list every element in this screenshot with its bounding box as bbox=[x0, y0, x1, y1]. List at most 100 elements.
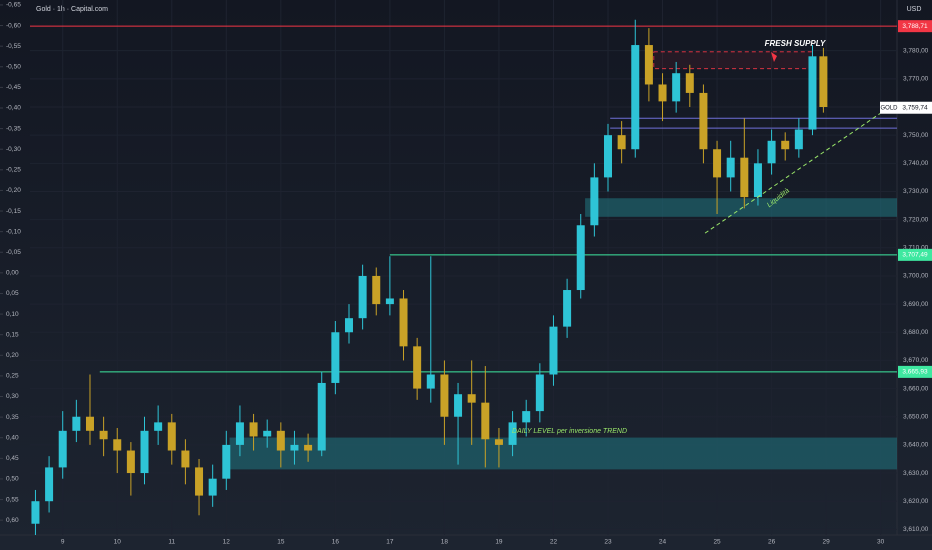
candle-body bbox=[726, 157, 735, 178]
candle-body bbox=[658, 84, 667, 102]
y2-tick-label: 0,35 bbox=[6, 414, 19, 421]
candle-body bbox=[481, 402, 490, 440]
y-tick-label: 3,670,00 bbox=[903, 357, 929, 364]
candle-body bbox=[467, 394, 476, 403]
y2-tick-label: -0,20 bbox=[6, 187, 21, 194]
y-tick-label: 3,690,00 bbox=[903, 301, 929, 308]
x-tick-label: 19 bbox=[495, 539, 503, 546]
demand-zone bbox=[229, 437, 897, 470]
price-tag-label: 3,788,71 bbox=[902, 23, 928, 30]
x-tick-label: 9 bbox=[61, 539, 65, 546]
candle-body bbox=[563, 290, 572, 327]
candle-body bbox=[494, 439, 503, 445]
candle-body bbox=[440, 374, 449, 417]
arrow bbox=[771, 52, 777, 62]
price-tag-label: 3,759,74 bbox=[902, 104, 928, 111]
candle-body bbox=[113, 439, 122, 451]
y2-tick-label: -0,60 bbox=[6, 22, 21, 29]
candle-body bbox=[72, 416, 81, 431]
y-tick-label: 3,780,00 bbox=[903, 47, 929, 54]
candle-body bbox=[154, 422, 163, 431]
y-tick-label: 3,630,00 bbox=[903, 470, 929, 477]
candle-body bbox=[167, 422, 176, 451]
candle-body bbox=[535, 374, 544, 412]
y-tick-label: 3,680,00 bbox=[903, 329, 929, 336]
y-tick-label: 3,700,00 bbox=[903, 273, 929, 280]
y2-tick-label: 0,40 bbox=[6, 434, 19, 441]
candle-body bbox=[126, 450, 135, 474]
y2-tick-label: -0,40 bbox=[6, 105, 21, 112]
y-tick-label: 3,610,00 bbox=[903, 526, 929, 533]
y2-tick-label: 0,50 bbox=[6, 476, 19, 483]
candle-body bbox=[753, 163, 762, 198]
y2-tick-label: 0,55 bbox=[6, 496, 19, 503]
price-tag-label: 3,665,93 bbox=[902, 369, 928, 376]
candle-body bbox=[808, 56, 817, 130]
candle-body bbox=[99, 430, 108, 440]
candle-body bbox=[604, 135, 612, 178]
price-tag bbox=[898, 20, 932, 33]
candle-body bbox=[304, 444, 313, 451]
y2-tick-label: 0,30 bbox=[6, 393, 19, 400]
y-tick-label: 3,740,00 bbox=[903, 160, 929, 167]
y2-tick-label: -0,05 bbox=[6, 249, 21, 256]
candle-body bbox=[263, 430, 272, 437]
candle-body bbox=[331, 332, 340, 383]
symbol-tag-label: GOLD bbox=[880, 105, 898, 111]
candle-body bbox=[317, 382, 326, 451]
x-tick-label: 25 bbox=[713, 539, 721, 546]
y2-tick-label: 0,60 bbox=[6, 517, 19, 524]
symbol-tag bbox=[880, 101, 898, 114]
candle-body bbox=[740, 157, 749, 198]
y2-tick-label: -0,55 bbox=[6, 43, 21, 50]
y-tick-label: 3,750,00 bbox=[903, 132, 929, 139]
candle-body bbox=[344, 318, 353, 333]
candle-body bbox=[426, 374, 435, 389]
y2-tick-label: 0,25 bbox=[6, 373, 19, 380]
x-tick-label: 11 bbox=[168, 539, 175, 546]
y2-tick-label: 0,45 bbox=[6, 455, 19, 462]
supply-zone bbox=[653, 51, 813, 70]
candle-body bbox=[576, 225, 585, 291]
y2-tick-label: -0,35 bbox=[6, 125, 21, 132]
candle-body bbox=[276, 430, 285, 451]
candle-body bbox=[195, 467, 204, 496]
candle-body bbox=[794, 129, 803, 150]
candle-body bbox=[290, 444, 299, 451]
candle-body bbox=[208, 478, 217, 496]
candle-body bbox=[399, 298, 408, 347]
candle-body bbox=[235, 422, 244, 445]
x-tick-label: 23 bbox=[604, 539, 612, 546]
y-tick-label: 3,640,00 bbox=[903, 442, 929, 449]
x-tick-label: 26 bbox=[768, 539, 776, 546]
y-tick-label: 3,720,00 bbox=[903, 216, 929, 223]
demand-zone bbox=[585, 198, 897, 217]
candle-body bbox=[249, 422, 258, 437]
candle-body bbox=[454, 394, 463, 417]
price-tag bbox=[898, 101, 932, 114]
y2-tick-label: 0,20 bbox=[6, 352, 19, 359]
candle-body bbox=[372, 275, 381, 305]
candle-body bbox=[672, 73, 681, 102]
y2-tick-label: -0,15 bbox=[6, 208, 21, 215]
candle-body bbox=[699, 92, 708, 150]
candle-body bbox=[508, 422, 517, 445]
y2-tick-label: -0,65 bbox=[6, 2, 21, 9]
currency-label[interactable]: USD bbox=[907, 6, 922, 13]
candle-body bbox=[549, 326, 558, 375]
annotation: FRESH SUPPLY bbox=[765, 39, 826, 48]
x-tick-label: 17 bbox=[386, 539, 394, 546]
candle-body bbox=[45, 467, 54, 502]
chart-title: Gold · 1h · Capital.com bbox=[36, 6, 108, 13]
candle-body bbox=[85, 416, 94, 431]
x-tick-label: 24 bbox=[659, 539, 667, 546]
y2-tick-label: 0,10 bbox=[6, 311, 19, 318]
candle-body bbox=[413, 346, 422, 389]
y-tick-label: 3,770,00 bbox=[903, 76, 929, 83]
price-tag bbox=[898, 248, 932, 261]
x-tick-label: 15 bbox=[277, 539, 285, 546]
x-tick-label: 16 bbox=[332, 539, 340, 546]
candle-body bbox=[58, 430, 67, 468]
price-tag bbox=[898, 365, 932, 378]
trendline bbox=[704, 113, 881, 234]
